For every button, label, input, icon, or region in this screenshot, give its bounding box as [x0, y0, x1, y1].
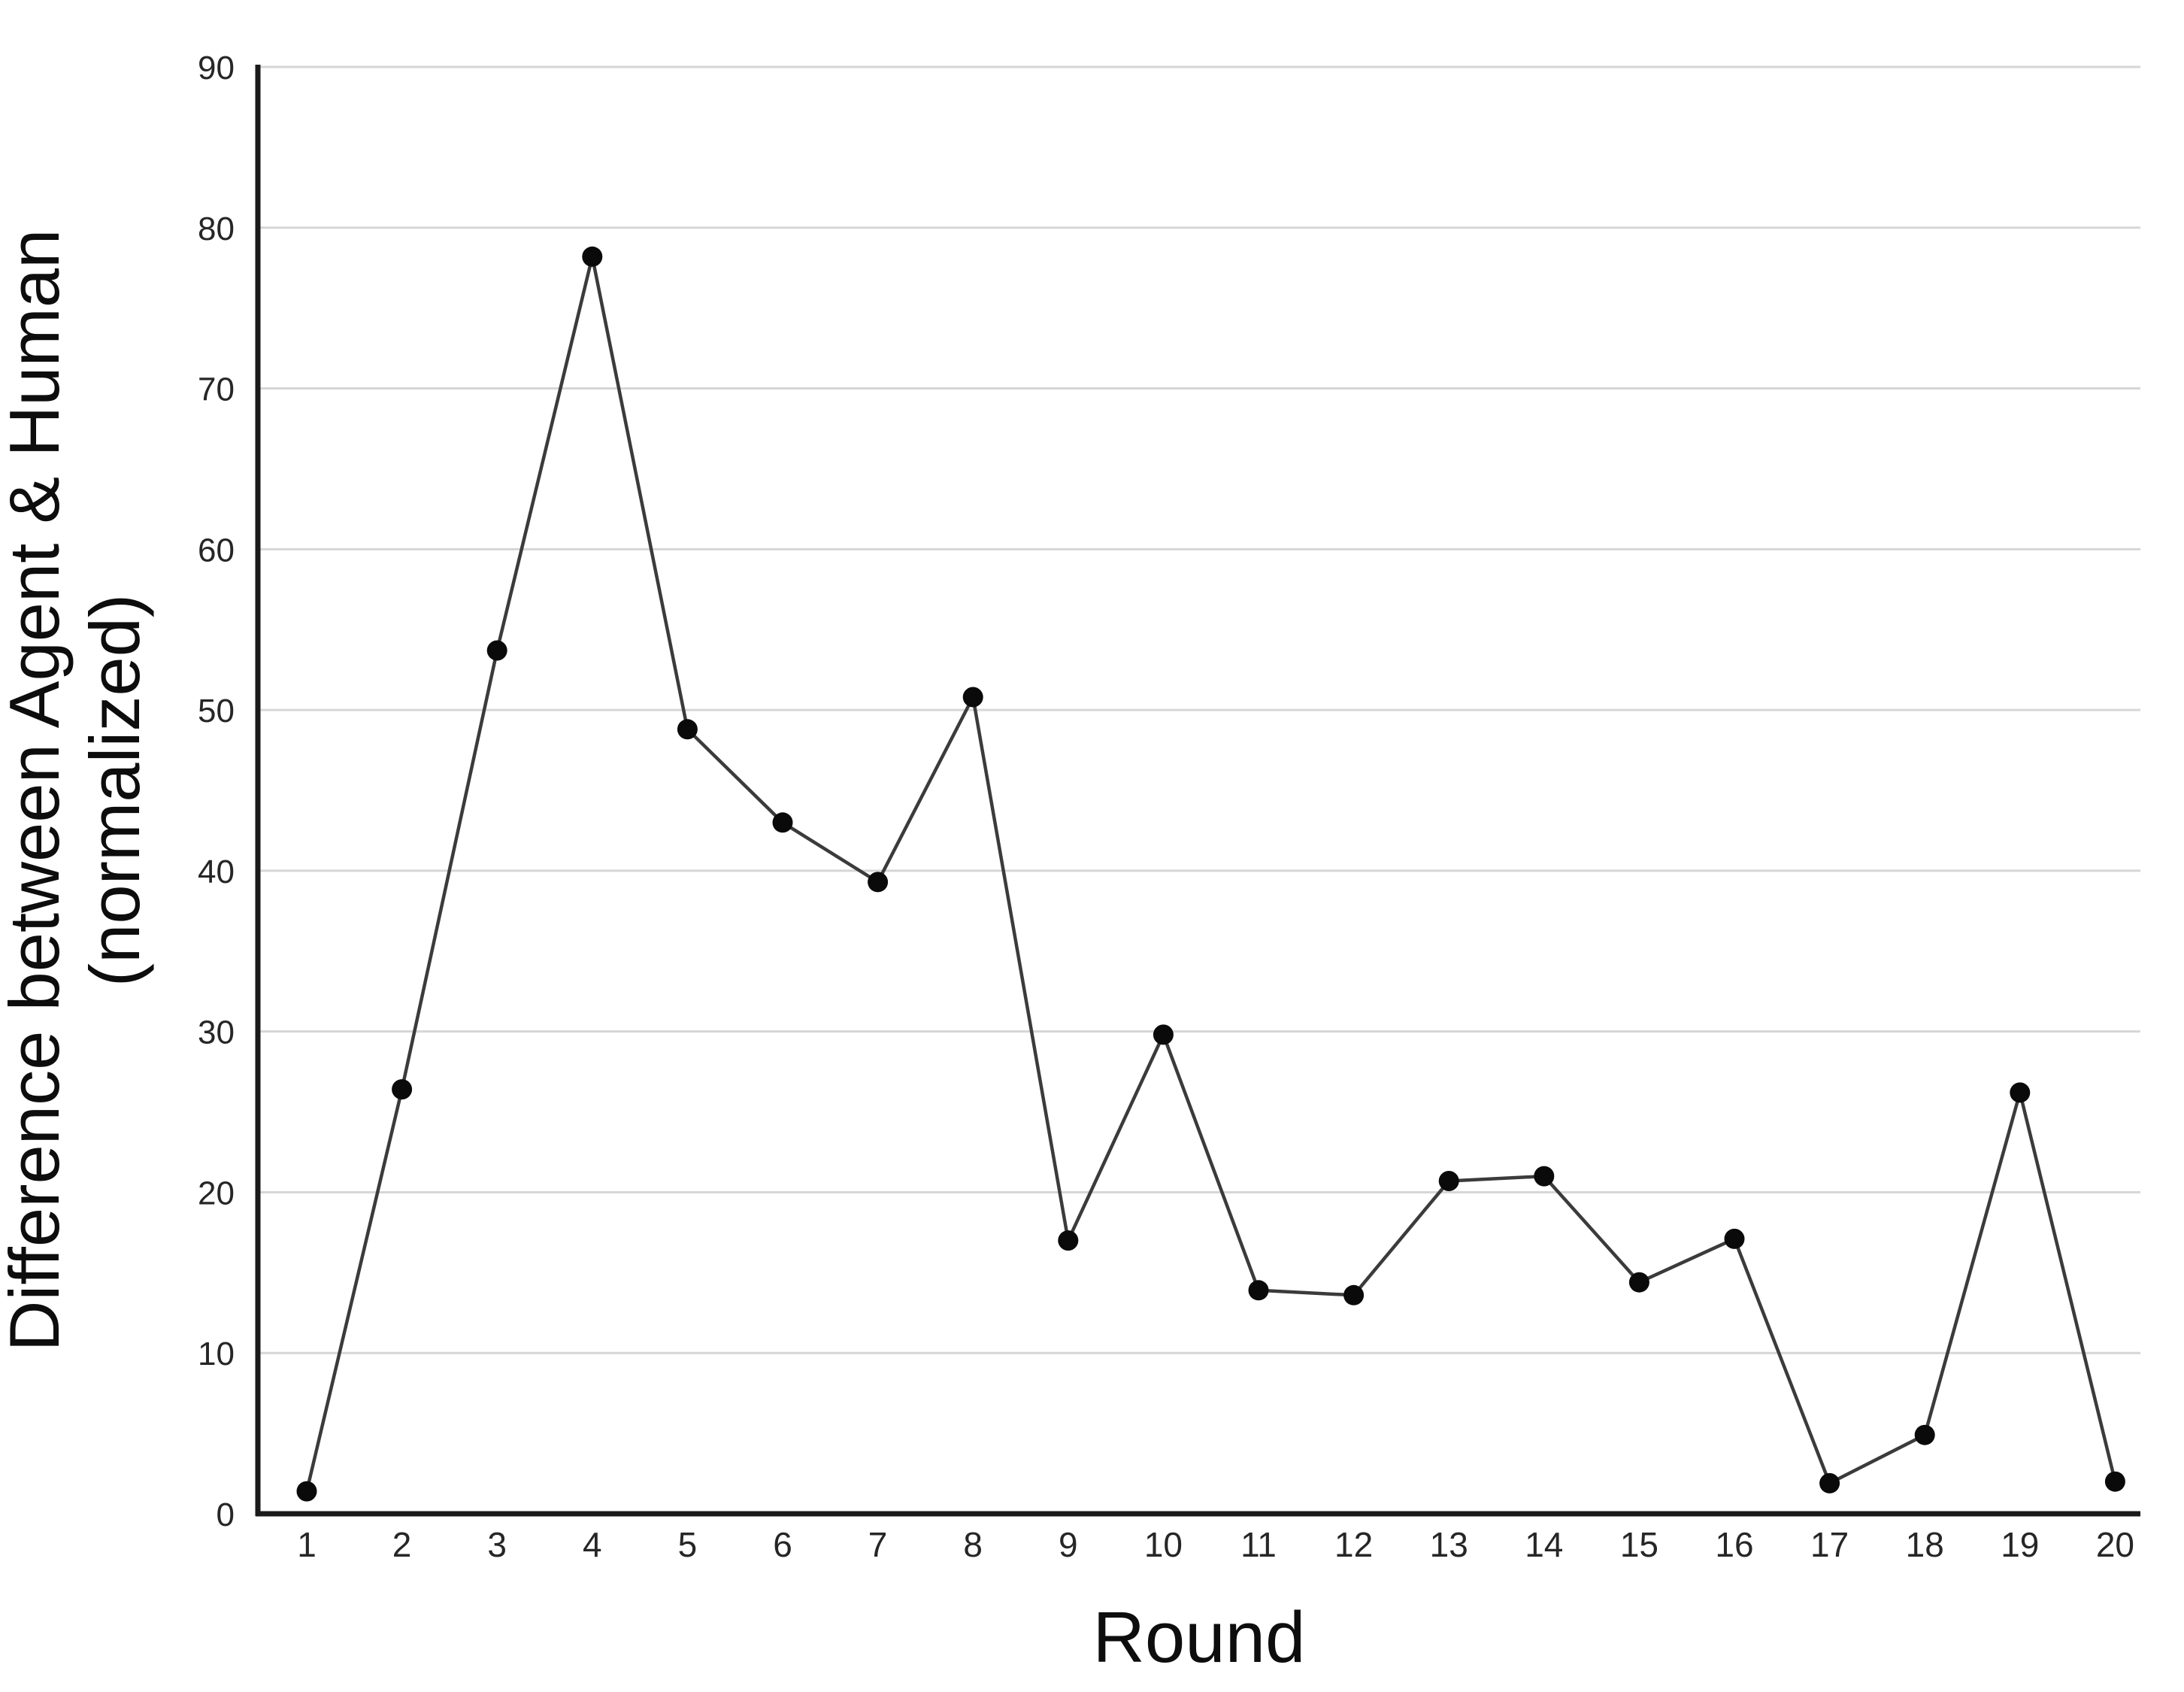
x-tick-label: 17	[1810, 1525, 1849, 1564]
x-tick-label: 13	[1430, 1525, 1468, 1564]
y-tick-label: 50	[198, 693, 235, 729]
data-point	[1914, 1424, 1935, 1445]
y-tick-label: 40	[198, 854, 235, 890]
x-tick-label: 11	[1240, 1525, 1277, 1564]
data-point	[962, 687, 983, 708]
x-tick-label: 4	[583, 1525, 602, 1564]
data-point	[486, 640, 507, 661]
data-point	[2010, 1082, 2031, 1103]
data-point-markers	[296, 246, 2125, 1502]
x-tick-label: 14	[1525, 1525, 1563, 1564]
x-tick-label: 9	[1059, 1525, 1078, 1564]
x-tick-labels: 1 2 3 4 5 6 7 8 9 10 11 12 13 14 15 16 17 18 19 20	[297, 1525, 2134, 1564]
x-tick-label: 10	[1144, 1525, 1183, 1564]
y-tick-label: 20	[198, 1175, 235, 1211]
x-axis-title: Round	[1093, 1597, 1306, 1678]
data-point	[2104, 1471, 2125, 1492]
y-tick-label: 70	[198, 371, 235, 408]
x-tick-label: 6	[773, 1525, 792, 1564]
data-point	[677, 719, 698, 740]
data-series-line	[304, 255, 2117, 1493]
data-point	[1819, 1472, 1840, 1493]
data-point	[392, 1079, 413, 1100]
x-tick-label: 15	[1620, 1525, 1658, 1564]
x-tick-label: 18	[1906, 1525, 1944, 1564]
y-tick-label: 0	[217, 1496, 235, 1533]
x-tick-label: 20	[2096, 1525, 2134, 1564]
data-point	[1153, 1024, 1174, 1045]
y-tick-label: 80	[198, 211, 235, 247]
y-axis-title-line2: (normalized)	[75, 594, 154, 987]
y-axis-title-line1: Difference between Agent & Human	[0, 229, 74, 1352]
data-point	[582, 246, 603, 267]
y-tick-label: 10	[198, 1336, 235, 1372]
data-point	[1438, 1171, 1459, 1191]
data-point	[1058, 1230, 1079, 1251]
x-tick-label: 8	[963, 1525, 983, 1564]
axes	[255, 65, 2140, 1517]
x-tick-label: 16	[1715, 1525, 1753, 1564]
data-point	[1628, 1272, 1649, 1293]
x-tick-label: 2	[392, 1525, 412, 1564]
data-point	[296, 1481, 317, 1502]
x-tick-label: 12	[1334, 1525, 1373, 1564]
y-tick-label: 30	[198, 1014, 235, 1051]
x-tick-label: 7	[868, 1525, 888, 1564]
x-tick-label: 5	[678, 1525, 698, 1564]
horizontal-gridlines	[258, 65, 2140, 1354]
y-tick-label: 60	[198, 532, 235, 569]
data-point	[1724, 1228, 1745, 1249]
data-point	[1534, 1166, 1555, 1187]
x-tick-label: 1	[297, 1525, 317, 1564]
x-tick-label: 19	[2001, 1525, 2039, 1564]
y-tick-labels: 0 10 20 30 40 50 60 70 80 90	[198, 50, 235, 1533]
data-point	[1248, 1280, 1269, 1301]
y-tick-label: 90	[198, 50, 235, 86]
x-tick-label: 3	[487, 1525, 507, 1564]
data-point	[772, 812, 793, 833]
data-point	[868, 872, 889, 893]
data-point	[1343, 1284, 1365, 1305]
